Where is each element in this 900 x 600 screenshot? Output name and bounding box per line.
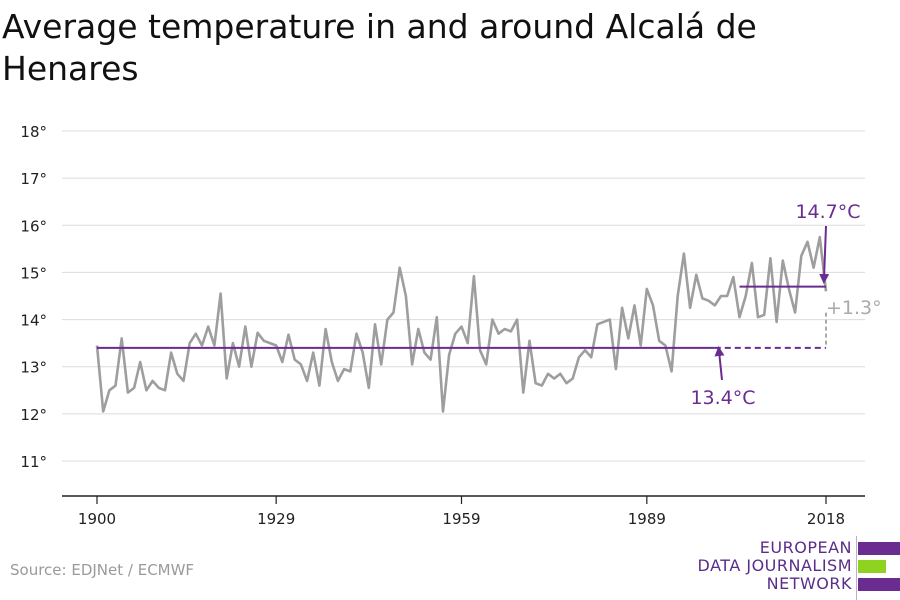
x-tick-label: 1989: [628, 510, 666, 528]
y-tick-label: 11°: [20, 453, 47, 471]
annotations: 13.4°C 14.7°C +1.3°: [97, 201, 882, 409]
chart-title: Average temperature in and around Alcalá…: [2, 7, 757, 88]
source-note: Source: EDJNet / ECMWF: [10, 561, 195, 579]
baseline-arrow: [714, 346, 725, 381]
baseline-label: 13.4°C: [690, 387, 755, 409]
y-tick-label: 17°: [20, 170, 47, 188]
temperature-series: [95, 235, 828, 413]
y-tick-label: 18°: [20, 123, 47, 141]
grid-lines: [62, 130, 865, 462]
logo-line-3: NETWORK: [766, 574, 852, 593]
x-tick-label: 1959: [442, 510, 480, 528]
logo-bar-purple-bottom: [858, 578, 900, 591]
x-tick-label: 2018: [807, 510, 845, 528]
y-tick-label: 16°: [20, 217, 47, 235]
temperature-chart: 11° 12° 13° 14° 15° 16° 17° 18° 1900 1929 1959 198…: [20, 123, 882, 528]
logo-bar-green: [858, 560, 886, 573]
recent-label: 14.7°C: [795, 201, 860, 223]
x-axis: 1900 1929 1959 1989 2018: [62, 495, 865, 528]
logo-line-1: EUROPEAN: [759, 538, 852, 557]
logo-line-2: DATA JOURNALISM: [697, 556, 852, 575]
recent-arrow: [819, 225, 830, 284]
x-tick-label: 1900: [78, 510, 116, 528]
y-tick-label: 14°: [20, 312, 47, 330]
x-tick-label: 1929: [257, 510, 295, 528]
logo-bar-purple-top: [858, 542, 900, 555]
edjnet-logo: EUROPEAN DATA JOURNALISM NETWORK: [697, 536, 900, 600]
temperature-line: [95, 235, 828, 413]
logo-divider: [856, 536, 857, 600]
y-tick-label: 15°: [20, 264, 47, 282]
y-tick-label: 13°: [20, 359, 47, 377]
difference-label: +1.3°: [826, 297, 882, 319]
y-tick-label: 12°: [20, 406, 47, 424]
y-axis-ticks: 11° 12° 13° 14° 15° 16° 17° 18°: [20, 123, 47, 471]
